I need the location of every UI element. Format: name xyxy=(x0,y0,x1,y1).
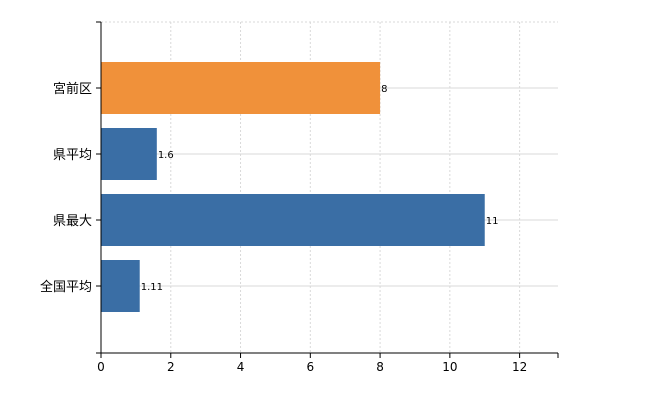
bar-value-label: 1.6 xyxy=(158,150,174,161)
bar xyxy=(101,194,485,246)
bar xyxy=(101,260,140,312)
x-tick-label: 0 xyxy=(97,360,105,374)
x-tick-label: 10 xyxy=(442,360,457,374)
x-tick-label: 2 xyxy=(167,360,175,374)
x-tick-label: 12 xyxy=(512,360,527,374)
bar-value-label: 11 xyxy=(486,216,499,227)
x-tick-label: 6 xyxy=(306,360,314,374)
category-label: 全国平均 xyxy=(40,279,92,295)
category-label: 県平均 xyxy=(53,148,92,163)
bar-value-label: 1.11 xyxy=(141,282,163,293)
category-label: 宮前区 xyxy=(53,81,92,97)
bar-value-label: 8 xyxy=(381,84,387,95)
axes xyxy=(96,21,559,358)
bar xyxy=(101,62,381,114)
category-label: 県最大 xyxy=(53,214,92,229)
bar xyxy=(101,128,157,180)
x-tick-label: 8 xyxy=(376,360,384,374)
x-tick-label: 4 xyxy=(237,360,245,374)
bars xyxy=(101,62,485,312)
